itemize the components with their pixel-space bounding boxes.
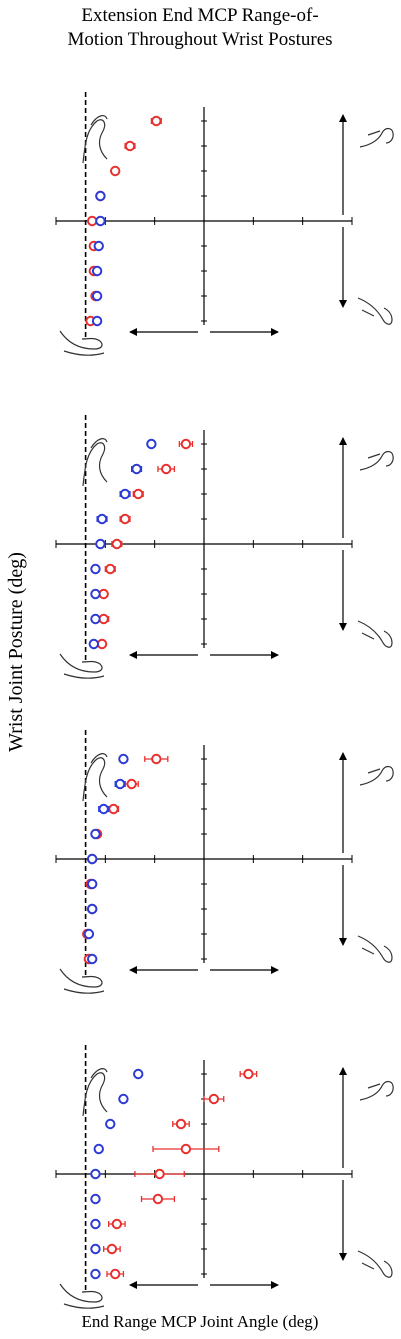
series-blue-point bbox=[86, 853, 98, 865]
hand-flexed-icon bbox=[59, 653, 105, 679]
hand-flexed-icon bbox=[59, 968, 105, 994]
wrist-extension-hand-icon bbox=[359, 450, 394, 471]
series-blue-point bbox=[118, 1093, 129, 1105]
series-blue-point bbox=[91, 290, 103, 302]
wrist-flexion-hand-icon bbox=[357, 935, 393, 963]
series-blue-point bbox=[90, 1268, 101, 1280]
panels bbox=[55, 92, 394, 1309]
series-blue-point bbox=[114, 778, 126, 790]
series-red-point bbox=[111, 538, 123, 550]
wrist-flexion-hand-icon bbox=[357, 620, 393, 648]
series-blue-point bbox=[119, 488, 131, 500]
series-blue-point bbox=[95, 215, 106, 227]
series-blue-point bbox=[95, 190, 106, 202]
series-blue-point bbox=[146, 438, 157, 450]
wrist-extension-hand-icon bbox=[359, 765, 394, 786]
panel-c bbox=[55, 730, 394, 994]
hand-flexed-icon bbox=[59, 330, 105, 356]
panel-a bbox=[55, 92, 394, 356]
series-blue-point bbox=[90, 613, 101, 625]
figure-title-line2: Motion Throughout Wrist Postures bbox=[67, 29, 332, 50]
series-red-point bbox=[151, 753, 162, 765]
series-red-point bbox=[152, 1193, 164, 1205]
series-red-point bbox=[124, 140, 136, 152]
hand-extended-icon bbox=[82, 1068, 108, 1117]
series-red-point bbox=[175, 1118, 187, 1130]
series-blue-point bbox=[96, 513, 108, 525]
series-blue-point bbox=[90, 563, 101, 575]
series-blue-point bbox=[118, 753, 129, 765]
series-red-point bbox=[243, 1068, 254, 1080]
series-red-point bbox=[108, 803, 119, 815]
series-blue-point bbox=[90, 1168, 101, 1180]
series-blue-point bbox=[93, 1143, 104, 1155]
series-blue-point bbox=[91, 265, 103, 277]
series-red-point bbox=[208, 1093, 220, 1105]
wrist-extension-hand-icon bbox=[359, 127, 394, 148]
series-red-point bbox=[105, 563, 116, 575]
series-blue-point bbox=[88, 638, 100, 650]
series-red-point bbox=[160, 463, 172, 475]
panel-d bbox=[55, 1045, 394, 1309]
series-red-point bbox=[133, 488, 144, 500]
series-red-point bbox=[110, 165, 121, 177]
series-red-point bbox=[180, 1143, 192, 1155]
hand-extended-icon bbox=[82, 115, 108, 164]
panel-b bbox=[55, 415, 394, 679]
series-blue-point bbox=[86, 903, 98, 915]
wrist-extension-hand-icon bbox=[359, 1080, 394, 1101]
series-red-point bbox=[154, 1168, 165, 1180]
series-blue-point bbox=[91, 315, 103, 327]
series-red-point bbox=[106, 1243, 118, 1255]
series-blue-point bbox=[90, 1218, 101, 1230]
series-blue-point bbox=[86, 878, 98, 890]
x-axis-label: End Range MCP Joint Angle (deg) bbox=[82, 1312, 319, 1331]
series-red-point bbox=[98, 613, 109, 625]
series-blue-point bbox=[93, 240, 104, 252]
series-red-point bbox=[111, 1218, 123, 1230]
series-red-point bbox=[119, 513, 131, 525]
series-blue-point bbox=[105, 1118, 116, 1130]
hand-extended-icon bbox=[82, 753, 108, 802]
series-blue-point bbox=[90, 588, 101, 600]
series-blue-point bbox=[86, 953, 98, 965]
wrist-flexion-hand-icon bbox=[357, 297, 393, 325]
series-blue-point bbox=[95, 538, 106, 550]
wrist-flexion-hand-icon bbox=[357, 1250, 393, 1278]
series-red-point bbox=[86, 215, 98, 227]
hand-flexed-icon bbox=[59, 1283, 105, 1309]
series-blue-point bbox=[90, 1243, 101, 1255]
hand-extended-icon bbox=[82, 438, 108, 487]
y-axis-label: Wrist Joint Posture (deg) bbox=[5, 552, 27, 752]
series-blue-point bbox=[133, 1068, 144, 1080]
series-red-point bbox=[126, 778, 137, 790]
series-red-point bbox=[96, 638, 108, 650]
series-blue-point bbox=[131, 463, 142, 475]
series-red-point bbox=[98, 588, 109, 600]
series-blue-point bbox=[90, 1193, 101, 1205]
series-red-point bbox=[110, 1268, 121, 1280]
series-blue-point bbox=[98, 803, 109, 815]
series-red-point bbox=[180, 438, 192, 450]
series-red-point bbox=[151, 115, 162, 127]
series-blue-point bbox=[90, 828, 101, 840]
figure-title-line1: Extension End MCP Range-of- bbox=[81, 5, 318, 26]
series-blue-point bbox=[83, 928, 95, 940]
